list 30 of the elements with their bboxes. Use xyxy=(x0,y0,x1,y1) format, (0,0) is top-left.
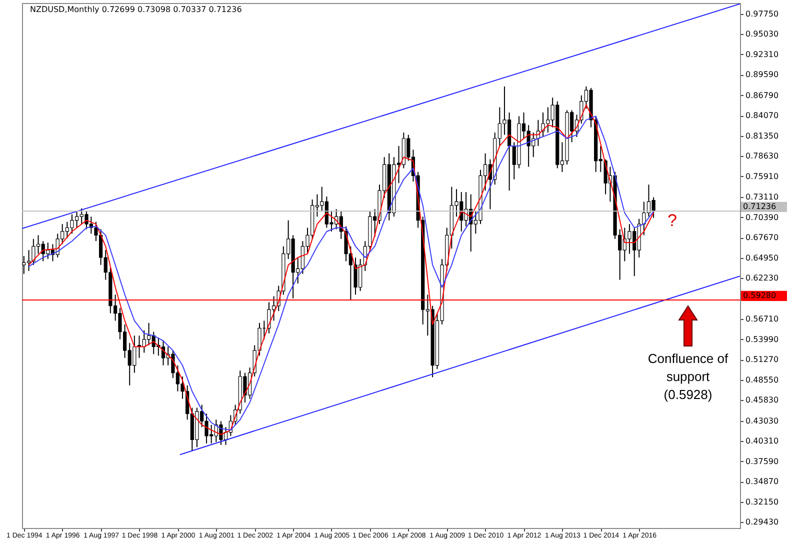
y-tick-label: 0.43030 xyxy=(746,416,779,426)
y-tick-label: 0.34870 xyxy=(746,477,779,486)
y-tick-label: 0.92310 xyxy=(746,50,779,59)
y-tick-label: 0.73110 xyxy=(746,192,779,202)
y-tick-label: 0.86790 xyxy=(746,90,779,100)
y-tick-label: 0.56710 xyxy=(746,314,779,324)
y-tick-label: 0.97750 xyxy=(746,9,779,18)
y-tick-label: 0.37590 xyxy=(746,456,779,466)
y-tick-label: 0.29430 xyxy=(746,518,779,527)
y-tick-label: 0.51270 xyxy=(746,355,779,364)
y-tick-label: 0.95030 xyxy=(746,30,779,39)
y-tick-label: 0.84070 xyxy=(746,111,779,120)
y-tick-label: 0.40310 xyxy=(746,436,779,446)
y-tick-label: 0.75910 xyxy=(746,172,779,181)
y-tick-label: 0.67670 xyxy=(746,233,779,242)
y-tick-label: 0.64950 xyxy=(746,253,779,262)
y-tick-label: 0.81350 xyxy=(746,131,779,140)
y-tick-label: 0.89590 xyxy=(746,70,779,80)
y-tick-label: 0.70390 xyxy=(746,212,779,222)
annotation: Confluence of support (0.5928) xyxy=(648,351,728,402)
y-tick-label: 0.48550 xyxy=(746,375,779,384)
annotation: ? xyxy=(668,211,678,230)
ref-line-label: 0.71236 xyxy=(743,202,776,212)
y-tick-label: 0.45830 xyxy=(746,396,779,405)
ref-line-label: 0.59280 xyxy=(743,291,776,300)
y-tick-label: 0.53990 xyxy=(746,334,779,344)
y-tick-label: 0.32150 xyxy=(746,497,779,506)
y-tick-label: 0.62230 xyxy=(746,274,779,283)
y-tick-label: 0.78630 xyxy=(746,152,779,161)
chart-title: NZDUSD,Monthly 0.72699 0.73098 0.70337 0.71236 xyxy=(30,5,242,14)
